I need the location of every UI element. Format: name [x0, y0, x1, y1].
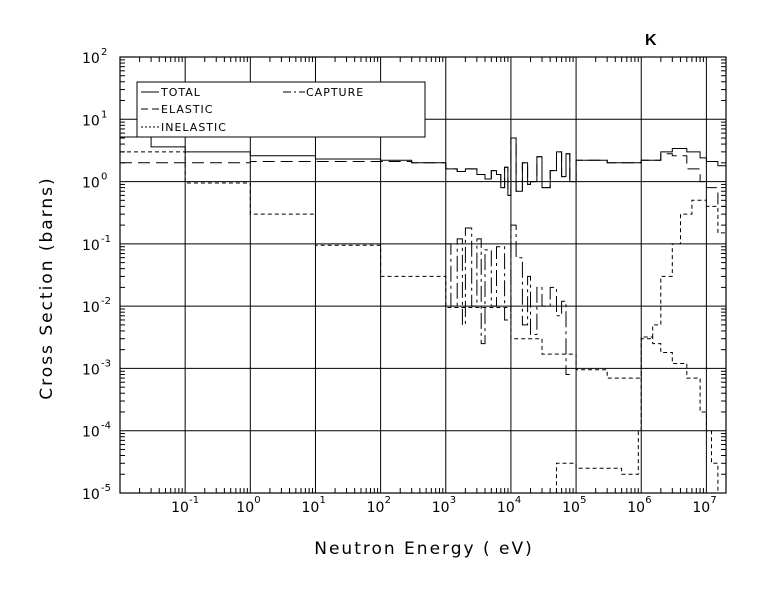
y-tick-label-7: 10 [82, 51, 100, 67]
legend-box [136, 81, 426, 138]
x-tick-exponent-5: 4 [515, 495, 521, 506]
y-tick-exponent-0: -5 [101, 483, 111, 494]
x-tick-exponent-1: 0 [254, 495, 260, 506]
y-tick-label-4: 10 [82, 238, 100, 254]
x-axis-title: Neutron Energy ( eV) [314, 539, 534, 559]
x-tick-exponent-7: 6 [645, 495, 651, 506]
x-tick-exponent-2: 1 [319, 495, 325, 506]
x-tick-exponent-8: 7 [710, 495, 716, 506]
x-tick-label-2: 10 [301, 500, 319, 516]
x-tick-exponent-3: 2 [385, 495, 391, 506]
y-tick-exponent-4: -1 [101, 234, 111, 245]
legend-label-capture: CAPTURE [306, 86, 364, 99]
y-tick-label-3: 10 [82, 300, 100, 316]
x-tick-label-7: 10 [627, 500, 645, 516]
x-tick-exponent-6: 5 [580, 495, 586, 506]
plot-frame [119, 56, 727, 494]
x-tick-label-6: 10 [562, 500, 580, 516]
legend-label-total: TOTAL [160, 86, 201, 99]
x-tick-exponent-4: 3 [450, 495, 456, 506]
x-tick-labels: 10 -1 10 0 10 1 10 2 10 3 10 4 10 5 10 6 10 7 [171, 495, 717, 516]
legend-label-elastic: ELASTIC [161, 103, 213, 116]
x-tick-label-3: 10 [367, 500, 385, 516]
data-series [120, 136, 727, 494]
series-elastic-line [120, 137, 727, 220]
series-capture-line [445, 224, 570, 375]
y-tick-exponent-7: 2 [101, 47, 107, 58]
y-axis-title: Cross Section (barns) [37, 176, 57, 399]
y-tick-exponent-5: 0 [101, 172, 107, 183]
y-tick-exponent-6: 1 [101, 109, 107, 120]
y-tick-label-6: 10 [82, 113, 100, 129]
y-tick-exponent-1: -4 [101, 421, 111, 432]
x-tick-label-4: 10 [432, 500, 450, 516]
legend-label-inelastic: INELASTIC [161, 121, 227, 134]
y-tick-label-0: 10 [82, 487, 100, 503]
x-tick-exponent-0: -1 [189, 495, 199, 506]
y-tick-label-1: 10 [82, 425, 100, 441]
x-tick-label-5: 10 [497, 500, 515, 516]
y-tick-label-2: 10 [82, 362, 100, 378]
x-tick-label-0: 10 [171, 500, 189, 516]
legend: TOTAL ELASTIC INELASTIC CAPTURE [136, 81, 426, 138]
x-tick-label-1: 10 [236, 500, 254, 516]
y-tick-exponent-2: -3 [101, 358, 111, 369]
series-inelastic-line [120, 151, 727, 494]
x-tick-label-8: 10 [692, 500, 710, 516]
chart-title: K [645, 32, 657, 49]
y-tick-label-5: 10 [82, 176, 100, 192]
y-tick-exponent-3: -2 [101, 296, 111, 307]
